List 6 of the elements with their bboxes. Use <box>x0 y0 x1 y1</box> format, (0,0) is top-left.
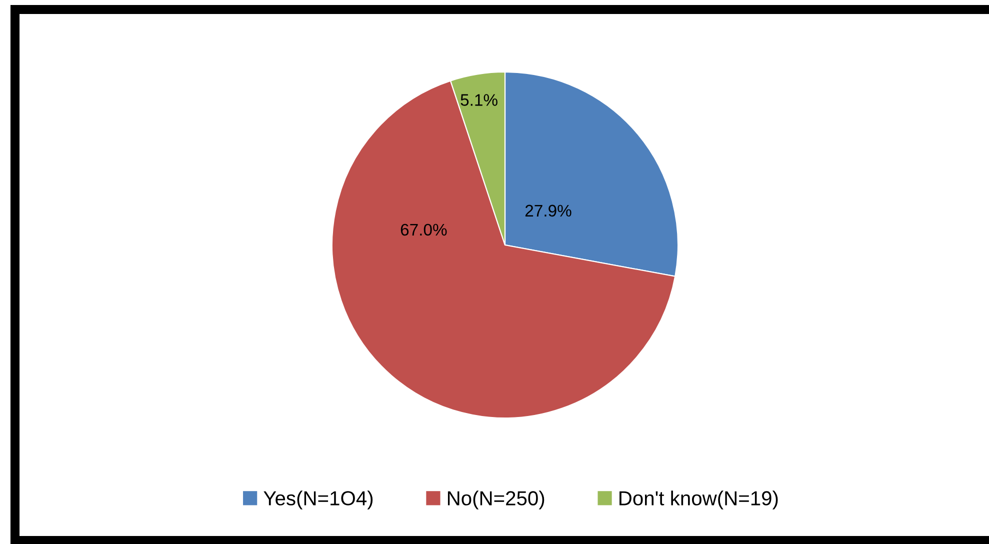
legend-label: Yes(N=1O4) <box>264 490 373 510</box>
legend-label: No(N=250) <box>448 490 544 510</box>
data-label: 67.0% <box>400 224 447 236</box>
data-label: 27.9% <box>525 204 572 217</box>
data-label: 5.1% <box>460 94 498 106</box>
legend-label: Don't know(N=19) <box>620 490 778 510</box>
